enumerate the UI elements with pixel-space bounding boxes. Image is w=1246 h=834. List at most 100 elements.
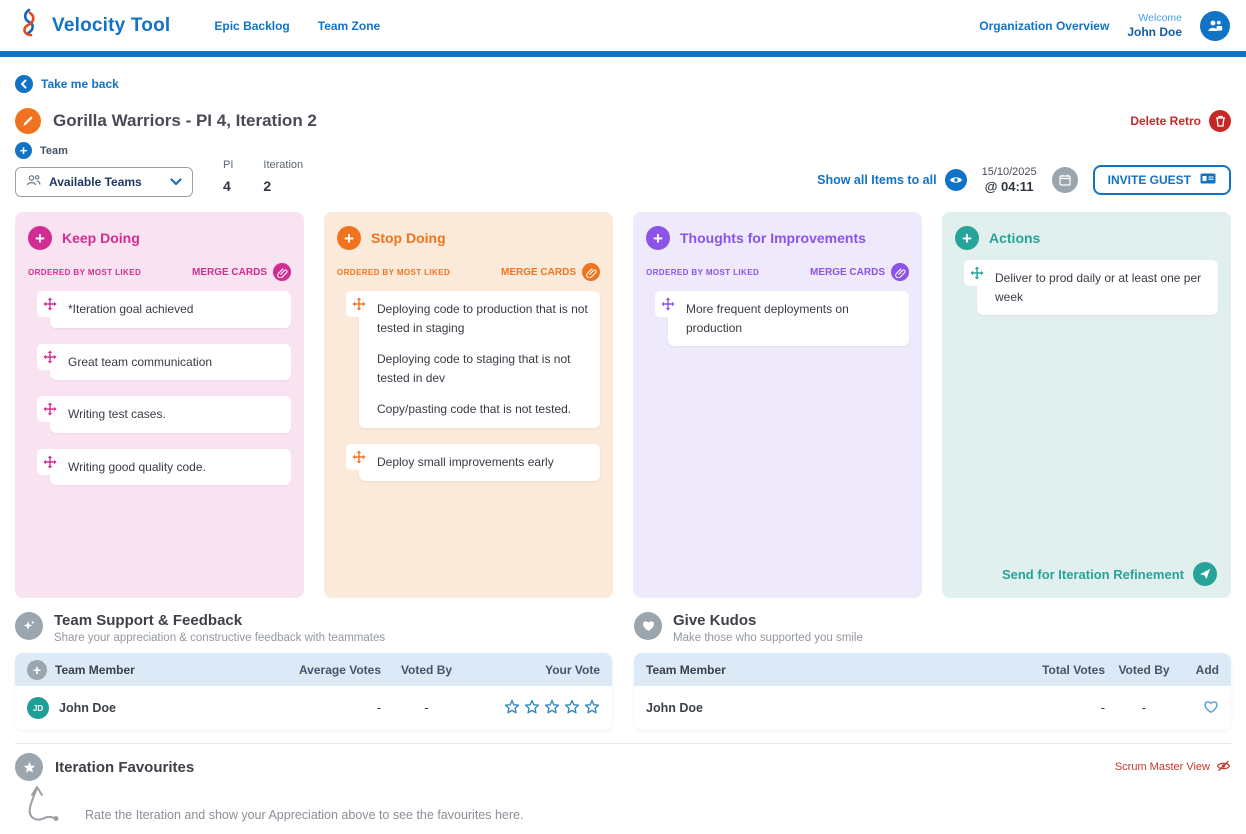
header-divider-bar xyxy=(0,51,1246,57)
merge-cards-button[interactable]: MERGE CARDS xyxy=(501,263,600,281)
app-logo-icon xyxy=(16,8,42,43)
drag-handle-icon[interactable] xyxy=(346,291,372,317)
retro-card[interactable]: Writing good quality code. xyxy=(37,448,291,486)
link-icon xyxy=(273,263,291,281)
retro-card[interactable]: Deploy small improvements early xyxy=(346,443,600,481)
vote-star-icon[interactable] xyxy=(524,699,540,714)
drag-handle-icon[interactable] xyxy=(37,396,63,423)
retro-card[interactable]: Great team communication xyxy=(37,343,291,381)
member-name: John Doe xyxy=(59,701,116,715)
kudos-table: Team Member Total Votes Voted By Add Joh… xyxy=(634,653,1231,730)
eye-slash-icon xyxy=(1216,760,1231,775)
app-title: Velocity Tool xyxy=(52,14,171,36)
drag-handle-icon[interactable] xyxy=(37,343,63,370)
card-text: Deploying code to production that is not… xyxy=(377,302,588,335)
sparkle-icon xyxy=(15,612,43,640)
support-subtitle: Share your appreciation & constructive f… xyxy=(54,632,386,644)
team-select-value: Available Teams xyxy=(49,175,142,189)
add-card-button[interactable]: + xyxy=(646,226,670,250)
drag-handle-icon[interactable] xyxy=(346,443,372,470)
your-vote-stars xyxy=(504,699,600,714)
page-title: Gorilla Warriors - PI 4, Iteration 2 xyxy=(53,111,317,130)
member-avatar: JD xyxy=(27,697,49,719)
retro-card[interactable]: *Iteration goal achieved xyxy=(37,291,291,328)
curved-arrow-icon xyxy=(21,781,79,834)
ordered-by-label: ORDERED BY MOST LIKED xyxy=(28,267,142,277)
add-member-button[interactable]: + xyxy=(27,659,47,680)
vote-star-icon[interactable] xyxy=(564,699,580,714)
card-text: *Iteration goal achieved xyxy=(68,302,194,316)
add-kudos-heart-icon[interactable] xyxy=(1203,700,1219,714)
delete-retro-button[interactable]: Delete Retro xyxy=(1130,110,1231,132)
welcome-block: Welcome John Doe xyxy=(1127,12,1182,39)
nav-team-zone[interactable]: Team Zone xyxy=(317,18,381,33)
retro-card[interactable]: More frequent deployments on production xyxy=(655,291,909,347)
calendar-icon[interactable] xyxy=(1051,167,1078,194)
link-icon xyxy=(891,263,909,281)
team-group: + Team Available Teams xyxy=(15,142,193,197)
column-header: + Keep Doing xyxy=(28,226,291,250)
voted-by-value: - xyxy=(1141,701,1147,715)
ordered-by-label: ORDERED BY MOST LIKED xyxy=(646,267,760,277)
iteration-group: Iteration 2 xyxy=(263,159,303,197)
chevron-left-icon xyxy=(15,75,33,93)
add-card-button[interactable]: + xyxy=(955,226,979,250)
main-content: Take me back Gorilla Warriors - PI 4, It… xyxy=(0,57,1246,834)
team-select[interactable]: Available Teams xyxy=(15,167,193,197)
column-header: + Thoughts for Improvements xyxy=(646,226,909,250)
show-all-items-button[interactable]: Show all Items to all xyxy=(817,169,967,192)
take-me-back-link[interactable]: Take me back xyxy=(15,75,119,93)
card-text: Deploy small improvements early xyxy=(377,454,554,469)
nav-epic-backlog[interactable]: Epic Backlog xyxy=(214,18,290,33)
column-thoughts-for-improvements: + Thoughts for Improvements ORDERED BY MOS… xyxy=(633,212,922,598)
send-for-refinement-button[interactable]: Send for Iteration Refinement xyxy=(1002,562,1217,586)
right-controls: Show all Items to all 15/10/2025 @ 04:11… xyxy=(817,165,1231,197)
merge-cards-button[interactable]: MERGE CARDS xyxy=(810,263,909,281)
retro-card[interactable]: Deploying code to production that is not… xyxy=(346,291,600,428)
drag-handle-icon[interactable] xyxy=(964,260,990,286)
add-card-button[interactable]: + xyxy=(28,226,52,250)
top-right: Organization Overview Welcome John Doe xyxy=(979,10,1230,41)
scrum-master-view-toggle[interactable]: Scrum Master View xyxy=(1115,760,1231,775)
cards-list: Deploying code to production that is not… xyxy=(337,291,600,481)
invite-guest-button[interactable]: INVITE GUEST xyxy=(1092,165,1231,196)
retro-card[interactable]: Deliver to prod daily or at least one pe… xyxy=(964,260,1218,316)
edit-retro-icon[interactable] xyxy=(15,108,41,134)
vote-star-icon[interactable] xyxy=(584,699,600,714)
retro-board: + Keep Doing ORDERED BY MOST LIKED MERGE CA… xyxy=(15,212,1231,598)
user-name: John Doe xyxy=(1127,24,1182,39)
column-title: Actions xyxy=(989,230,1041,246)
card-text: Writing good quality code. xyxy=(68,459,206,474)
merge-cards-button[interactable]: MERGE CARDS xyxy=(192,263,291,281)
iteration-label: Iteration xyxy=(263,159,304,171)
kudos-table-row: John Doe - - xyxy=(634,686,1231,730)
eye-icon xyxy=(944,169,967,192)
cards-list: *Iteration goal achieved Great team commu… xyxy=(28,291,291,486)
top-bar: Velocity Tool Epic Backlog Team Zone Org… xyxy=(0,0,1246,51)
drag-handle-icon[interactable] xyxy=(655,291,681,317)
total-votes-value: - xyxy=(1100,701,1105,715)
drag-handle-icon[interactable] xyxy=(37,448,63,475)
cards-list: Deliver to prod daily or at least one pe… xyxy=(955,260,1218,316)
column-subheader: ORDERED BY MOST LIKED MERGE CARDS xyxy=(28,263,291,281)
kudos-subtitle: Make those who supported you smile xyxy=(673,632,863,644)
column-title: Keep Doing xyxy=(62,230,140,246)
organization-overview-link[interactable]: Organization Overview xyxy=(979,18,1110,33)
card-text: Great team communication xyxy=(68,354,213,369)
vote-star-icon[interactable] xyxy=(504,699,520,714)
iteration-value: 2 xyxy=(263,178,272,194)
add-card-button[interactable]: + xyxy=(337,226,361,250)
heart-circle-icon xyxy=(634,612,662,640)
drag-handle-icon[interactable] xyxy=(37,291,63,317)
column-keep-doing: + Keep Doing ORDERED BY MOST LIKED MERGE CA… xyxy=(15,212,304,598)
vote-star-icon[interactable] xyxy=(544,699,560,714)
column-header: + Stop Doing xyxy=(337,226,600,250)
support-table-header: + Team Member Average Votes Voted By You… xyxy=(15,653,612,686)
welcome-label: Welcome xyxy=(1138,12,1182,24)
retro-card[interactable]: Writing test cases. xyxy=(37,396,291,433)
star-circle-icon xyxy=(15,753,43,781)
user-avatar-icon[interactable] xyxy=(1200,10,1230,41)
pi-label: PI xyxy=(223,159,234,171)
column-header: + Actions xyxy=(955,226,1218,250)
add-team-button[interactable]: + xyxy=(15,142,32,159)
